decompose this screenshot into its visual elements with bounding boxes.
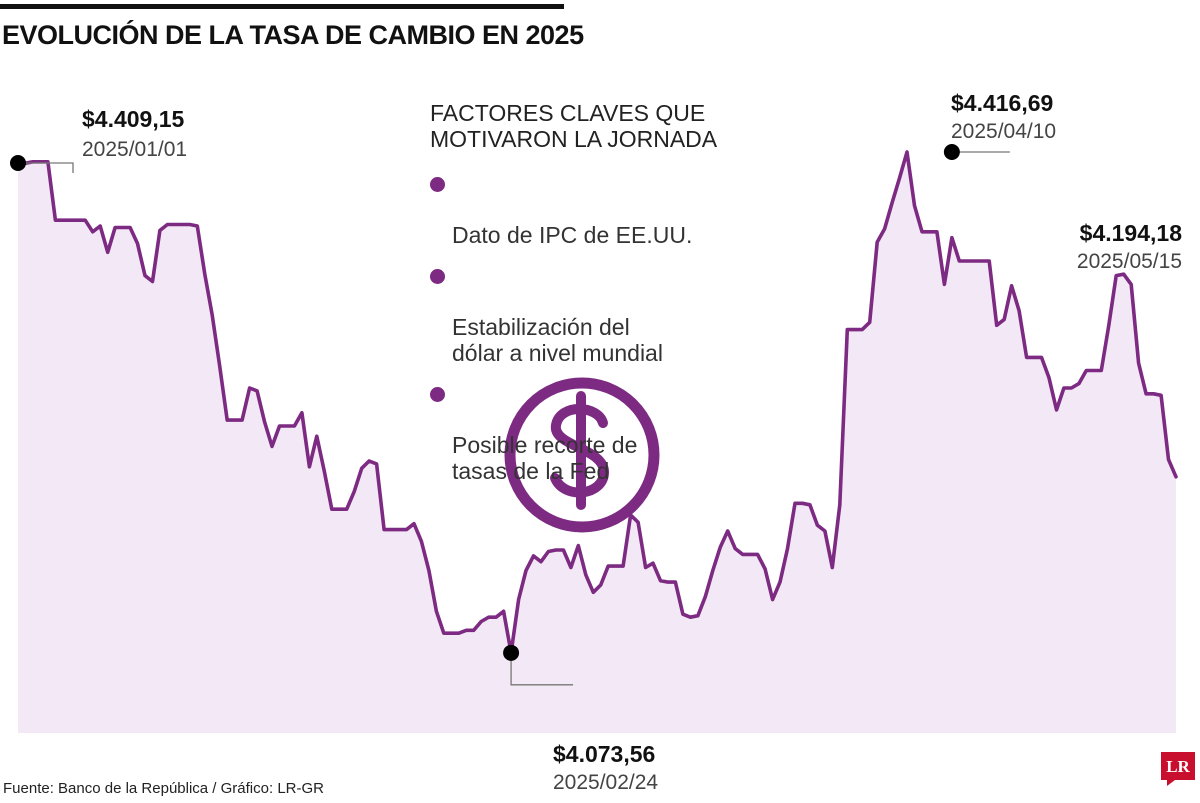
lr-logo-text: LR (1166, 757, 1190, 776)
annotation-leader (510, 652, 574, 686)
annotation-value: $4.409,15 (82, 106, 185, 132)
factor-item: Estabilización del dólar a nivel mundial (430, 262, 750, 366)
annotations: $4.409,15 2025/01/01 $4.073,56 2025/02/24 $4… (10, 90, 1183, 794)
annotation-date: 2025/04/10 (951, 120, 1056, 143)
chart-title: EVOLUCIÓN DE LA TASA DE CAMBIO EN 2025 (2, 20, 584, 50)
source-credit: Fuente: Banco de la República / Gráfico:… (3, 780, 324, 797)
factor-text: Posible recorte de tasas de la Fed (452, 432, 638, 484)
annotation-marker (503, 644, 520, 661)
annotation-date: 2025/01/01 (82, 138, 187, 161)
lr-logo: LR (1161, 752, 1195, 786)
factors-title: FACTORES CLAVES QUE MOTIVARON LA JORNADA (430, 100, 718, 152)
series-line (16, 150, 1178, 655)
factor-text: Dato de IPC de EE.UU. (452, 222, 693, 248)
annotation-leader (18, 162, 74, 174)
annotation-value: $4.073,56 (553, 741, 655, 767)
top-rule (0, 4, 564, 9)
annotation-value: $4.194,18 (1080, 220, 1183, 246)
annotation-date: 2025/02/24 (553, 771, 658, 794)
bullet-dot-icon (430, 387, 445, 402)
annotation-date: 2025/05/15 (1077, 250, 1182, 273)
bullet-dot-icon (430, 269, 445, 284)
factor-item: Dato de IPC de EE.UU. (430, 170, 750, 248)
factors-box: FACTORES CLAVES QUE MOTIVARON LA JORNADA… (430, 100, 750, 498)
annotation-marker (943, 144, 960, 161)
annotation-marker (10, 155, 26, 172)
bullet-dot-icon (430, 177, 445, 192)
factor-item: Posible recorte de tasas de la Fed (430, 380, 750, 484)
area-fill (18, 152, 1176, 733)
annotation-value: $4.416,69 (951, 90, 1053, 116)
factor-text: Estabilización del dólar a nivel mundial (452, 314, 663, 366)
dollar-circle-icon (504, 377, 660, 533)
